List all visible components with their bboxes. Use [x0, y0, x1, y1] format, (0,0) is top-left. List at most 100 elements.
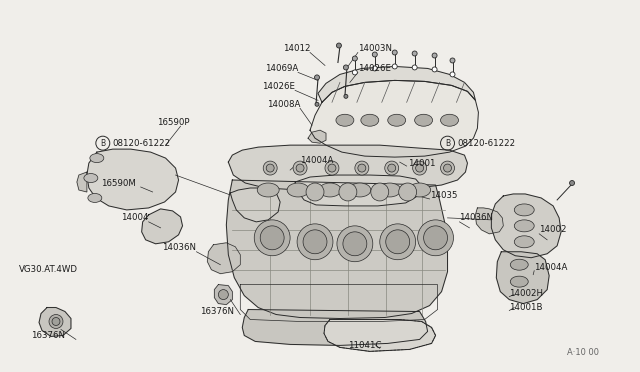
Circle shape	[440, 161, 454, 175]
Circle shape	[386, 230, 410, 254]
Ellipse shape	[440, 114, 458, 126]
Circle shape	[296, 164, 304, 172]
Text: 14001B: 14001B	[509, 303, 543, 312]
Text: 14001: 14001	[408, 158, 435, 167]
Circle shape	[325, 161, 339, 175]
Circle shape	[306, 183, 324, 201]
Polygon shape	[228, 145, 467, 191]
Circle shape	[344, 65, 348, 70]
Ellipse shape	[415, 114, 433, 126]
Ellipse shape	[515, 236, 534, 248]
Text: 14002H: 14002H	[509, 289, 543, 298]
Text: 14008A: 14008A	[267, 100, 300, 109]
Ellipse shape	[90, 154, 104, 163]
Polygon shape	[207, 243, 240, 274]
Ellipse shape	[515, 204, 534, 216]
Text: 14026E: 14026E	[262, 82, 295, 91]
Ellipse shape	[515, 220, 534, 232]
Polygon shape	[39, 308, 71, 336]
Circle shape	[412, 51, 417, 56]
Circle shape	[254, 220, 290, 256]
Polygon shape	[227, 180, 447, 318]
Ellipse shape	[257, 183, 279, 197]
Circle shape	[372, 52, 378, 57]
Polygon shape	[476, 208, 503, 234]
Ellipse shape	[88, 193, 102, 202]
Text: 14036N: 14036N	[460, 214, 493, 222]
Text: 14003N: 14003N	[358, 44, 392, 53]
Circle shape	[303, 230, 327, 254]
Text: 16590M: 16590M	[101, 179, 136, 187]
Polygon shape	[324, 320, 436, 352]
Polygon shape	[141, 209, 182, 244]
Text: 11041C: 11041C	[348, 341, 381, 350]
Text: 14004: 14004	[121, 214, 148, 222]
Circle shape	[450, 72, 455, 77]
Polygon shape	[214, 285, 232, 305]
Circle shape	[328, 164, 336, 172]
Circle shape	[218, 290, 228, 299]
Ellipse shape	[349, 183, 371, 197]
Circle shape	[570, 180, 575, 186]
Text: 16376N: 16376N	[200, 307, 234, 316]
Circle shape	[392, 50, 397, 55]
Text: 16590P: 16590P	[157, 118, 189, 127]
Circle shape	[358, 164, 366, 172]
Circle shape	[314, 75, 319, 80]
Circle shape	[355, 161, 369, 175]
Circle shape	[339, 183, 357, 201]
Circle shape	[385, 161, 399, 175]
Polygon shape	[87, 149, 179, 210]
Text: B: B	[100, 139, 106, 148]
Circle shape	[337, 43, 341, 48]
Circle shape	[344, 94, 348, 98]
Circle shape	[392, 64, 397, 69]
Text: 14004A: 14004A	[534, 263, 568, 272]
Circle shape	[337, 226, 373, 262]
Circle shape	[444, 164, 451, 172]
Text: 14036N: 14036N	[163, 243, 196, 252]
Circle shape	[266, 164, 274, 172]
Polygon shape	[230, 188, 280, 222]
Polygon shape	[243, 310, 428, 346]
Ellipse shape	[287, 183, 309, 197]
Ellipse shape	[379, 183, 401, 197]
Circle shape	[399, 183, 417, 201]
Circle shape	[297, 224, 333, 260]
Circle shape	[418, 220, 454, 256]
Circle shape	[432, 67, 437, 72]
Circle shape	[263, 161, 277, 175]
Text: 14012: 14012	[282, 44, 310, 53]
Text: 08120-61222: 08120-61222	[113, 139, 171, 148]
Text: 14035: 14035	[429, 192, 457, 201]
Circle shape	[52, 318, 60, 326]
Text: 14026E: 14026E	[358, 64, 391, 73]
Polygon shape	[77, 172, 87, 192]
Ellipse shape	[510, 276, 528, 287]
Circle shape	[415, 164, 424, 172]
Circle shape	[412, 65, 417, 70]
Polygon shape	[318, 67, 476, 102]
Polygon shape	[497, 252, 549, 304]
Circle shape	[424, 226, 447, 250]
Circle shape	[260, 226, 284, 250]
Circle shape	[432, 53, 437, 58]
Ellipse shape	[510, 259, 528, 270]
Polygon shape	[310, 80, 479, 157]
Circle shape	[372, 66, 378, 71]
Polygon shape	[295, 175, 422, 206]
Circle shape	[343, 232, 367, 256]
Ellipse shape	[361, 114, 379, 126]
Polygon shape	[492, 194, 561, 258]
Text: 14004A: 14004A	[300, 155, 333, 164]
Circle shape	[353, 70, 357, 75]
Polygon shape	[308, 130, 326, 143]
Text: A·10 00: A·10 00	[567, 348, 599, 357]
Circle shape	[293, 161, 307, 175]
Text: 14069A: 14069A	[265, 64, 298, 73]
Text: B: B	[445, 139, 450, 148]
Circle shape	[353, 56, 357, 61]
Ellipse shape	[409, 183, 431, 197]
Ellipse shape	[84, 174, 98, 183]
Text: 16376N: 16376N	[31, 331, 65, 340]
